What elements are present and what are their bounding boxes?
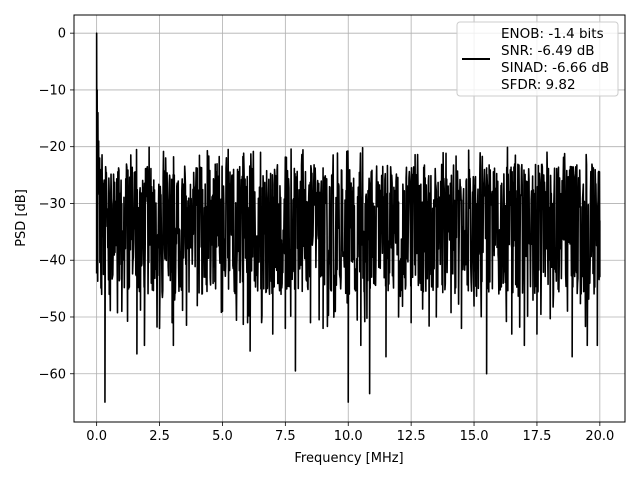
x-tick-label: 7.5: [275, 429, 296, 444]
y-tick-label: −60: [39, 367, 66, 382]
psd-trace: [95, 32, 601, 403]
legend-snr: SNR: -6.49 dB: [501, 43, 595, 59]
legend-enob: ENOB: -1.4 bits: [501, 26, 604, 42]
y-tick-label: −10: [39, 83, 66, 98]
psd-series: [95, 32, 601, 403]
y-tick-label: −40: [39, 254, 66, 269]
x-tick-label: 2.5: [149, 429, 170, 444]
x-tick-label: 15.0: [460, 429, 489, 444]
x-tick-label: 20.0: [585, 429, 614, 444]
legend-box: [456, 21, 619, 97]
plot-frame: [73, 14, 626, 423]
x-tick-label: 10.0: [334, 429, 363, 444]
x-tick-label: 5.0: [212, 429, 233, 444]
x-tick-label: 0.0: [86, 429, 107, 444]
x-axis-label: Frequency [MHz]: [294, 451, 403, 466]
y-tick-label: −30: [39, 197, 66, 212]
legend: ENOB: -1.4 bits SNR: -6.49 dB SINAD: -6.…: [456, 21, 619, 97]
x-tick-label: 17.5: [522, 429, 551, 444]
y-tick-label: −20: [39, 140, 66, 155]
x-tick-label: 12.5: [397, 429, 426, 444]
y-tick-label: −50: [39, 310, 66, 325]
y-tick-label: 0: [58, 27, 66, 42]
legend-sfdr: SFDR: 9.82: [501, 77, 576, 93]
legend-sinad: SINAD: -6.66 dB: [501, 60, 609, 76]
x-axis-ticks: 0.0 2.5 5.0 7.5 10.0 12.5 15.0 17.5 20.0: [86, 422, 614, 444]
y-axis-ticks: 0 −10 −20 −30 −40 −50 −60: [39, 27, 74, 382]
y-axis-label: PSD [dB]: [14, 189, 29, 247]
